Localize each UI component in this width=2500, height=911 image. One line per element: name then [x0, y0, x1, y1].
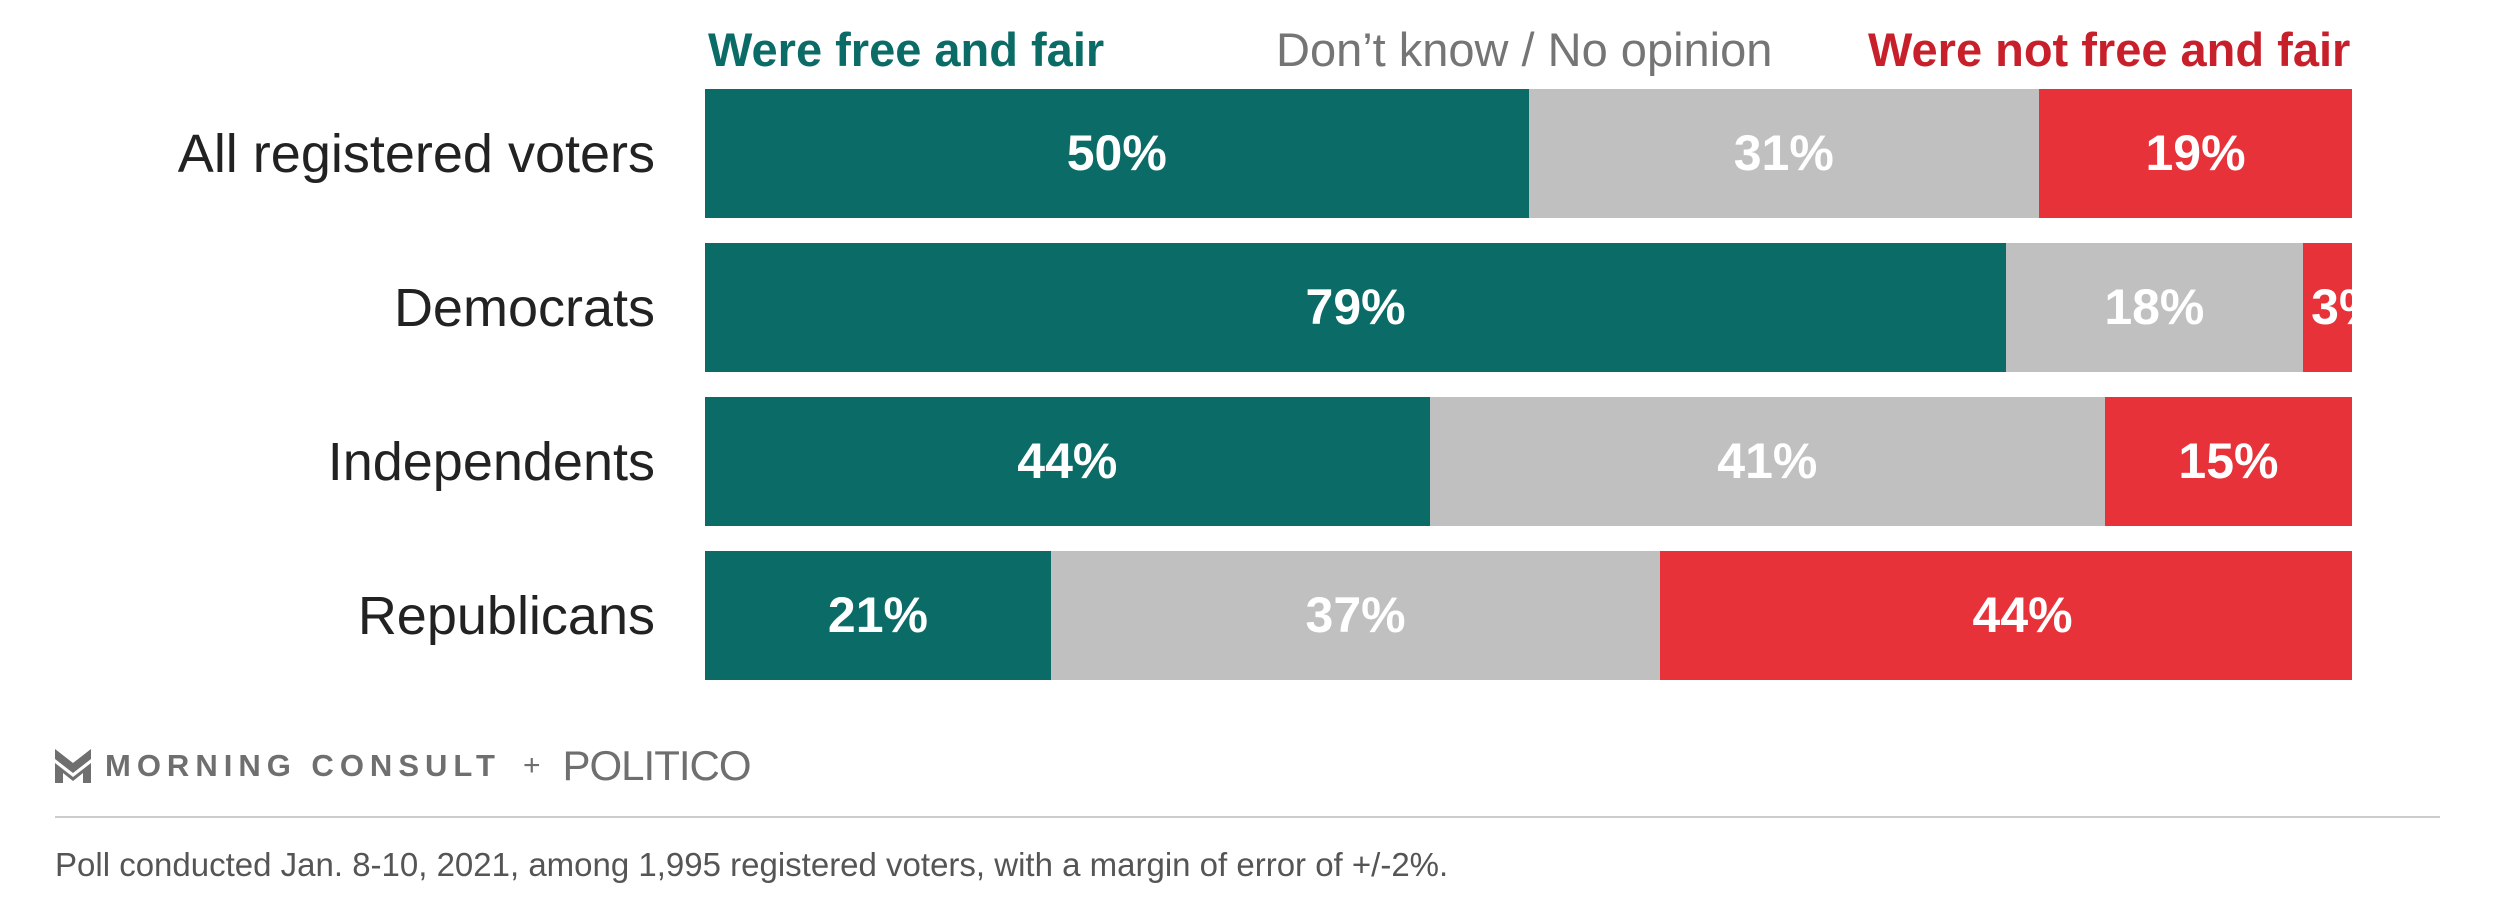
data-label-don-t-know-no-opinion-democrats: 18% [2104, 279, 2205, 335]
branding: MORNING CONSULT + POLITICO [55, 738, 752, 794]
bar-segment-don-t-know-no-opinion-all-registered-voters [1528, 89, 2040, 218]
category-label-republicans: Republicans [357, 585, 655, 646]
legend-label-dont-know: Don’t know / No opinion [1276, 23, 1773, 76]
footnote: Poll conducted Jan. 8-10, 2021, among 1,… [55, 846, 1449, 883]
data-label-were-not-free-and-fair-independents: 15% [2178, 433, 2279, 489]
bar-segment-were-free-and-fair-republicans [705, 551, 1051, 680]
category-label-independents: Independents [327, 431, 655, 492]
data-label-were-free-and-fair-independents: 44% [1017, 433, 1118, 489]
brand-plus-sign: + [522, 749, 541, 782]
bar-row-democrats: 79% 18% 3% [705, 243, 2352, 372]
bar-row-republicans: 21% 37% 44% [705, 551, 2352, 680]
bar-segment-were-not-free-and-fair-democrats [2302, 243, 2352, 372]
bar-area: 50% 31% 19% 79% 18% 3% 44% 41% 15% 21% 37% 44% [705, 89, 2352, 680]
bar-segment-were-not-free-and-fair-all-registered-voters [2039, 89, 2352, 218]
bar-segment-don-t-know-no-opinion-independents [1429, 397, 2105, 526]
legend-label-free-and-fair: Were free and fair [708, 23, 1105, 76]
data-label-were-not-free-and-fair-all-registered-voters: 19% [2145, 125, 2246, 181]
legend-label-not-free-and-fair: Were not free and fair [1868, 23, 2351, 76]
bar-segment-were-not-free-and-fair-republicans [1660, 551, 2352, 680]
bar-segment-were-free-and-fair-democrats [705, 243, 2007, 372]
bar-segment-don-t-know-no-opinion-republicans [1050, 551, 1661, 680]
morning-consult-logo-text: MORNING CONSULT [105, 748, 501, 783]
category-label-all-registered-voters: All registered voters [177, 123, 655, 184]
data-label-were-not-free-and-fair-democrats: 3% [2311, 279, 2352, 335]
bar-row-all-registered-voters: 50% 31% 19% [705, 89, 2352, 218]
data-label-were-not-free-and-fair-republicans: 44% [1972, 587, 2073, 643]
data-label-were-free-and-fair-all-registered-voters: 50% [1066, 125, 1167, 181]
data-label-don-t-know-no-opinion-independents: 41% [1717, 433, 1818, 489]
data-label-were-free-and-fair-democrats: 79% [1305, 279, 1406, 335]
data-label-don-t-know-no-opinion-republicans: 37% [1305, 587, 1406, 643]
bar-segment-don-t-know-no-opinion-democrats [2006, 243, 2303, 372]
bar-segment-were-free-and-fair-independents [705, 397, 1430, 526]
bar-row-independents: 44% 41% 15% [705, 397, 2352, 526]
data-label-don-t-know-no-opinion-all-registered-voters: 31% [1733, 125, 1834, 181]
politico-logo-text: POLITICO [562, 742, 752, 789]
footer-divider [55, 816, 2440, 818]
bar-segment-were-free-and-fair-all-registered-voters [705, 89, 1529, 218]
bar-segment-were-not-free-and-fair-independents [2104, 397, 2352, 526]
category-label-democrats: Democrats [393, 277, 655, 338]
morning-consult-logo-icon [55, 749, 91, 783]
data-label-were-free-and-fair-republicans: 21% [827, 587, 928, 643]
